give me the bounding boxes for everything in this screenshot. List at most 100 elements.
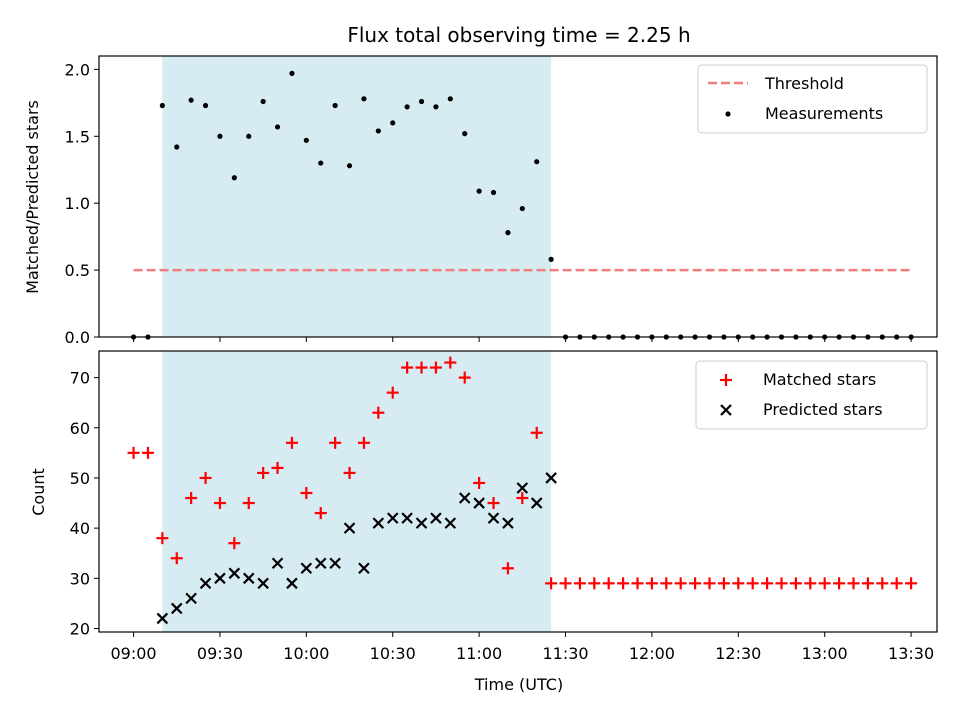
bottom-y-tick-label: 30 bbox=[70, 569, 90, 588]
top-legend-box bbox=[697, 64, 928, 134]
matched-star-point bbox=[257, 466, 270, 479]
predicted-star-point bbox=[271, 557, 284, 570]
x-axis-label: Time (UTC) bbox=[474, 675, 563, 694]
matched-star-point bbox=[833, 577, 846, 590]
matched-star-point bbox=[631, 577, 644, 590]
predicted-star-point bbox=[170, 602, 183, 615]
predicted-star-point bbox=[415, 517, 428, 529]
measurement-point bbox=[447, 96, 453, 102]
predicted-star-point bbox=[300, 562, 313, 575]
measurement-point bbox=[174, 144, 180, 150]
matched-star-point bbox=[487, 497, 500, 510]
predicted-star-point bbox=[473, 497, 485, 509]
matched-star-point bbox=[818, 577, 831, 590]
predicted-star-point bbox=[487, 512, 500, 524]
predicted-star-point bbox=[314, 557, 327, 570]
predicted-star-point bbox=[530, 497, 543, 509]
matched-star-point bbox=[602, 577, 615, 590]
top-legend: Threshold Measurements bbox=[697, 64, 928, 134]
measurement-point bbox=[548, 256, 554, 262]
predicted-star-point bbox=[502, 517, 514, 529]
measurement-point bbox=[332, 102, 338, 109]
top-panel: 0.00.51.01.52.0 Matched/Predicted stars … bbox=[23, 55, 938, 347]
matched-star-point bbox=[242, 497, 255, 510]
measurement-point bbox=[217, 133, 223, 139]
top-y-tick-label: 1.0 bbox=[65, 194, 90, 213]
top-y-tick-label: 0.5 bbox=[65, 261, 90, 280]
predicted-star-point bbox=[358, 562, 370, 575]
matched-star-point bbox=[501, 562, 514, 575]
matched-star-point bbox=[804, 577, 817, 590]
bottom-ticks: 09:00 09:30 10:00 10:30 11:00 11:30 12:00 12:30… bbox=[70, 369, 934, 663]
measurement-point bbox=[375, 128, 381, 134]
matched-star-point bbox=[228, 537, 241, 550]
measurement-point bbox=[318, 160, 324, 166]
matched-star-point bbox=[789, 577, 802, 590]
legend-measurements-label: Measurements bbox=[765, 104, 883, 123]
predicted-star-point bbox=[430, 512, 442, 524]
matched-star-point bbox=[645, 577, 658, 590]
x-tick-label: 13:00 bbox=[802, 644, 848, 663]
matched-star-point bbox=[458, 371, 471, 384]
matched-star-point bbox=[545, 577, 558, 590]
measurement-point bbox=[462, 131, 468, 137]
predicted-star-point bbox=[199, 577, 212, 590]
matched-star-point bbox=[300, 487, 313, 500]
matched-star-point bbox=[429, 361, 442, 374]
measurement-point bbox=[418, 98, 425, 105]
top-axes-frame bbox=[98, 55, 938, 338]
matched-star-point bbox=[185, 492, 198, 505]
x-tick-label: 11:00 bbox=[456, 644, 502, 663]
matched-star-point bbox=[847, 577, 860, 590]
legend-predicted-label: Predicted stars bbox=[763, 400, 883, 419]
matched-star-point bbox=[343, 466, 356, 479]
predicted-star-point bbox=[286, 577, 298, 590]
predicted-star-point bbox=[185, 592, 197, 605]
matched-star-point bbox=[660, 577, 673, 590]
predicted-star-point bbox=[372, 517, 385, 529]
x-tick-label: 11:30 bbox=[542, 644, 588, 663]
measurement-point bbox=[519, 205, 525, 212]
matched-star-point bbox=[746, 577, 759, 590]
predicted-star-point bbox=[545, 472, 557, 484]
measurement-point bbox=[404, 104, 410, 110]
x-tick-label: 09:30 bbox=[197, 644, 243, 663]
measurement-point bbox=[274, 124, 281, 130]
top-y-tick-label: 1.5 bbox=[65, 127, 90, 146]
matched-star-point bbox=[573, 577, 586, 590]
bottom-observing-span bbox=[162, 351, 552, 632]
measurement-point bbox=[231, 175, 237, 181]
predicted-star-point bbox=[242, 572, 255, 585]
measurement-point bbox=[476, 188, 482, 194]
legend-predicted-swatch bbox=[720, 404, 732, 416]
bottom-y-tick-label: 20 bbox=[70, 619, 90, 638]
bottom-y-tick-label: 40 bbox=[70, 519, 90, 538]
predicted-star-point bbox=[214, 572, 226, 585]
predicted-star-point bbox=[228, 567, 241, 580]
predicted-star-point bbox=[401, 512, 413, 524]
matched-star-point bbox=[516, 492, 529, 505]
matched-star-point bbox=[473, 476, 486, 489]
bottom-axes-frame bbox=[98, 350, 938, 633]
legend-matched-label: Matched stars bbox=[763, 370, 876, 389]
matched-star-point bbox=[674, 577, 687, 590]
matched-star-point bbox=[732, 577, 745, 590]
matched-star-point bbox=[401, 361, 414, 374]
measurement-point bbox=[490, 189, 497, 196]
matched-star-point bbox=[703, 577, 716, 590]
matched-star-point bbox=[761, 577, 774, 590]
matched-star-point bbox=[285, 436, 298, 449]
predicted-star-point bbox=[329, 557, 341, 570]
predicted-star-point bbox=[156, 612, 169, 625]
predicted-star-point bbox=[343, 522, 356, 534]
matched-star-point bbox=[386, 386, 399, 399]
matched-star-point bbox=[890, 577, 903, 590]
predicted-star-point bbox=[516, 482, 529, 494]
predicted-star-point bbox=[444, 517, 457, 529]
matched-star-point bbox=[861, 577, 874, 590]
x-tick-label: 12:00 bbox=[629, 644, 675, 663]
x-tick-label: 10:30 bbox=[370, 644, 416, 663]
bottom-y-axis-label: Count bbox=[29, 468, 48, 516]
predicted-star-point bbox=[386, 512, 399, 524]
x-tick-label: 13:30 bbox=[888, 644, 934, 663]
